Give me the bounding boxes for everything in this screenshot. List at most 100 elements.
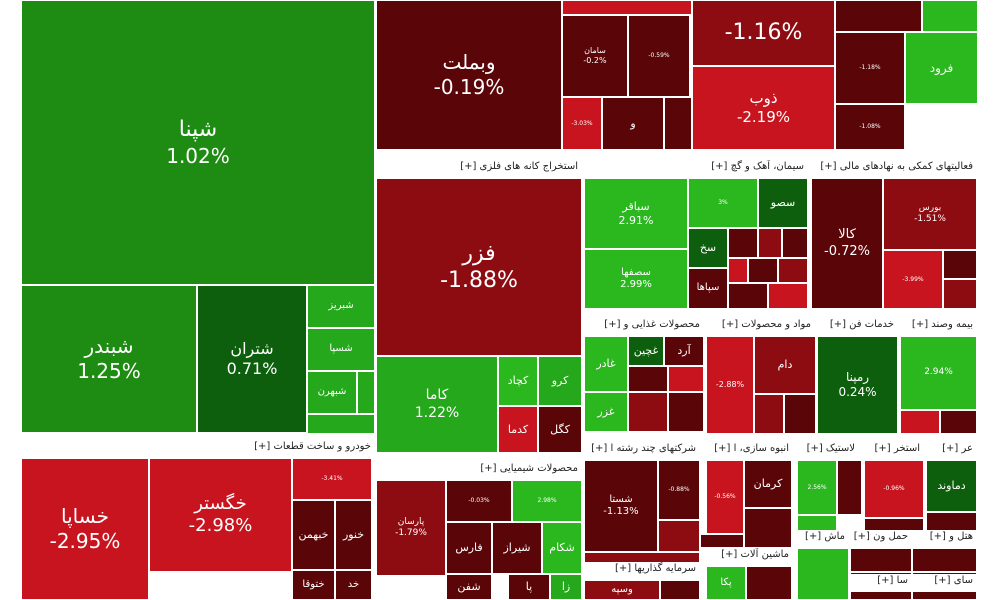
- treemap-tile-khtoga[interactable]: ختوقا: [292, 570, 335, 600]
- treemap-tile-top_small3[interactable]: و: [602, 97, 664, 150]
- treemap-tile-khbahman[interactable]: خبهمن: [292, 500, 335, 570]
- treemap-tile-dakvaro[interactable]: -2.88%: [706, 336, 754, 434]
- treemap-tile-minor[interactable]: [700, 534, 744, 548]
- treemap-tile-zob[interactable]: ذوب -2.19%: [692, 66, 835, 150]
- sector-header-misc-a[interactable]: عر [+]: [926, 442, 977, 460]
- sector-header-transport[interactable]: حمل ون [+]: [850, 530, 912, 548]
- treemap-tile-minor[interactable]: [758, 228, 782, 258]
- sector-header-hotel[interactable]: هتل و [+]: [912, 530, 977, 548]
- treemap-tile-rampna[interactable]: رمپنا 0.24%: [817, 336, 898, 434]
- treemap-tile-fazar[interactable]: فزر -1.88%: [376, 178, 582, 356]
- sector-header-auto[interactable]: خودرو و ساخت قطعات [+]: [21, 440, 375, 458]
- treemap-tile-shasta[interactable]: شستا -1.13%: [584, 460, 658, 552]
- treemap-tile-minor[interactable]: [754, 394, 784, 434]
- treemap-tile-ghazar[interactable]: غزر: [584, 392, 628, 432]
- treemap-tile-top_small5[interactable]: -1.08%: [835, 104, 905, 150]
- treemap-tile-khd[interactable]: خد: [335, 570, 372, 600]
- treemap-tile-minor[interactable]: [658, 520, 700, 552]
- treemap-tile-minor[interactable]: [628, 366, 668, 392]
- treemap-tile-sbaqer[interactable]: سباقر 2.91%: [584, 178, 688, 249]
- treemap-tile-minor[interactable]: [307, 414, 375, 434]
- treemap-tile-chem_small2[interactable]: 2.98%: [512, 480, 582, 522]
- treemap-tile-minor[interactable]: [746, 566, 792, 600]
- treemap-tile-minor[interactable]: [664, 97, 692, 150]
- treemap-tile-minor[interactable]: [778, 258, 808, 283]
- treemap-tile-kro[interactable]: کرو: [538, 356, 582, 406]
- treemap-tile-dam[interactable]: دام: [754, 336, 816, 394]
- treemap-tile-top_pct[interactable]: -1.16%: [692, 0, 835, 66]
- treemap-tile-cement_small[interactable]: 3%: [688, 178, 758, 228]
- treemap-tile-plastic_small[interactable]: 2.56%: [797, 460, 837, 515]
- treemap-tile-ghchin[interactable]: غچین: [628, 336, 664, 366]
- treemap-tile-minor[interactable]: [850, 548, 912, 572]
- treemap-tile-khnor[interactable]: خنور: [335, 500, 372, 570]
- treemap-tile-kama[interactable]: کاما 1.22%: [376, 356, 498, 453]
- treemap-tile-boors[interactable]: بورس -1.51%: [883, 178, 977, 250]
- treemap-tile-shbandar[interactable]: شبندر 1.25%: [21, 285, 197, 433]
- sector-header-cement[interactable]: سیمان، آهک و گچ [+]: [584, 160, 808, 178]
- sector-header-misc-b[interactable]: ماش [+]: [797, 530, 849, 548]
- treemap-tile-minor[interactable]: [837, 460, 862, 515]
- sector-header-investment[interactable]: سرمایه گذاریها [+]: [584, 562, 700, 580]
- treemap-tile-auto_small[interactable]: -3.41%: [292, 458, 372, 500]
- treemap-tile-khgostar[interactable]: خگستر -2.98%: [149, 458, 292, 572]
- sector-header-mass-building[interactable]: انبوه سازی، ا [+]: [706, 442, 793, 460]
- sector-header-plastic[interactable]: لاستیک [+]: [797, 442, 859, 460]
- treemap-tile-shbahran[interactable]: شبهرن: [307, 371, 357, 414]
- treemap-tile-parsan[interactable]: پارسان -1.79%: [376, 480, 446, 576]
- treemap-tile-saman[interactable]: سامان -0.2%: [562, 15, 628, 97]
- treemap-tile-shafan[interactable]: شفن: [446, 574, 492, 600]
- treemap-tile-top_small2[interactable]: -3.03%: [562, 97, 602, 150]
- treemap-tile-minor[interactable]: [835, 0, 922, 32]
- treemap-tile-minor[interactable]: [728, 283, 768, 309]
- treemap-tile-minor[interactable]: [728, 258, 748, 283]
- treemap-tile-chem_pa[interactable]: پا: [508, 574, 550, 600]
- sector-header-extraction[interactable]: استخر [+]: [864, 442, 924, 460]
- treemap-tile-vsepa[interactable]: وسپه: [584, 580, 660, 600]
- treemap-tile-mass_small[interactable]: -0.56%: [706, 460, 744, 534]
- treemap-tile-vbmellat[interactable]: وبملت -0.19%: [376, 0, 562, 150]
- treemap-tile-ssoo[interactable]: سصو: [758, 178, 808, 228]
- treemap-tile-shakam[interactable]: شکام: [542, 522, 582, 574]
- treemap-tile-biyas[interactable]: 2.94%: [900, 336, 977, 410]
- treemap-tile-minor[interactable]: [357, 371, 375, 414]
- treemap-tile-minor[interactable]: [784, 394, 816, 434]
- treemap-tile-kchad[interactable]: کچاد: [498, 356, 538, 406]
- treemap-tile-top_small4[interactable]: -1.18%: [835, 32, 905, 104]
- treemap-tile-top_small1[interactable]: -0.59%: [628, 15, 690, 97]
- treemap-tile-shsepa[interactable]: شسپا: [307, 328, 375, 371]
- treemap-tile-khasapa[interactable]: خساپا -2.95%: [21, 458, 149, 600]
- treemap-tile-sakh[interactable]: سخ: [688, 228, 728, 268]
- treemap-tile-minor[interactable]: [668, 392, 704, 432]
- sector-header-misc-c[interactable]: سا [+]: [850, 574, 912, 592]
- treemap-tile-multi_small[interactable]: -0.88%: [658, 460, 700, 520]
- treemap-tile-minor[interactable]: [744, 508, 792, 548]
- sector-header-chemical[interactable]: محصولات شیمیایی [+]: [376, 462, 582, 480]
- treemap-tile-minor[interactable]: [922, 0, 978, 32]
- treemap-tile-minor[interactable]: [628, 392, 668, 432]
- sector-header-machinery[interactable]: ماشین آلات [+]: [706, 548, 793, 566]
- sector-header-food[interactable]: محصولات غذایی و [+]: [584, 318, 704, 336]
- treemap-tile-chem_small1[interactable]: -0.03%: [446, 480, 512, 522]
- treemap-tile-extract_small[interactable]: -0.96%: [864, 460, 924, 518]
- treemap-tile-minor[interactable]: [912, 548, 977, 572]
- treemap-tile-shtran[interactable]: شتران 0.71%: [197, 285, 307, 433]
- treemap-tile-kdama[interactable]: کدما: [498, 406, 538, 453]
- treemap-tile-kerman[interactable]: کرمان: [744, 460, 792, 508]
- treemap-tile-minor[interactable]: [797, 548, 849, 600]
- treemap-tile-sepaha[interactable]: سپاها: [688, 268, 728, 309]
- sector-header-financial-aux[interactable]: فعالیتهای کمکی به نهادهای مالی [+]: [811, 160, 977, 178]
- treemap-tile-fars[interactable]: فارس: [446, 522, 492, 574]
- treemap-tile-minor[interactable]: [562, 0, 692, 15]
- treemap-tile-minor[interactable]: [660, 580, 700, 600]
- treemap-tile-faroud[interactable]: فرود: [905, 32, 978, 104]
- treemap-tile-shpna[interactable]: شپنا 1.02%: [21, 0, 375, 285]
- treemap-tile-sesfaha[interactable]: سصفها 2.99%: [584, 249, 688, 309]
- treemap-tile-damavand[interactable]: دماوند: [926, 460, 977, 512]
- treemap-tile-chem_za[interactable]: زا: [550, 574, 582, 600]
- treemap-tile-minor[interactable]: [943, 250, 977, 279]
- treemap-tile-minor[interactable]: [943, 279, 977, 309]
- treemap-tile-minor[interactable]: [900, 410, 940, 434]
- treemap-tile-minor[interactable]: [940, 410, 977, 434]
- treemap-tile-minor[interactable]: [748, 258, 778, 283]
